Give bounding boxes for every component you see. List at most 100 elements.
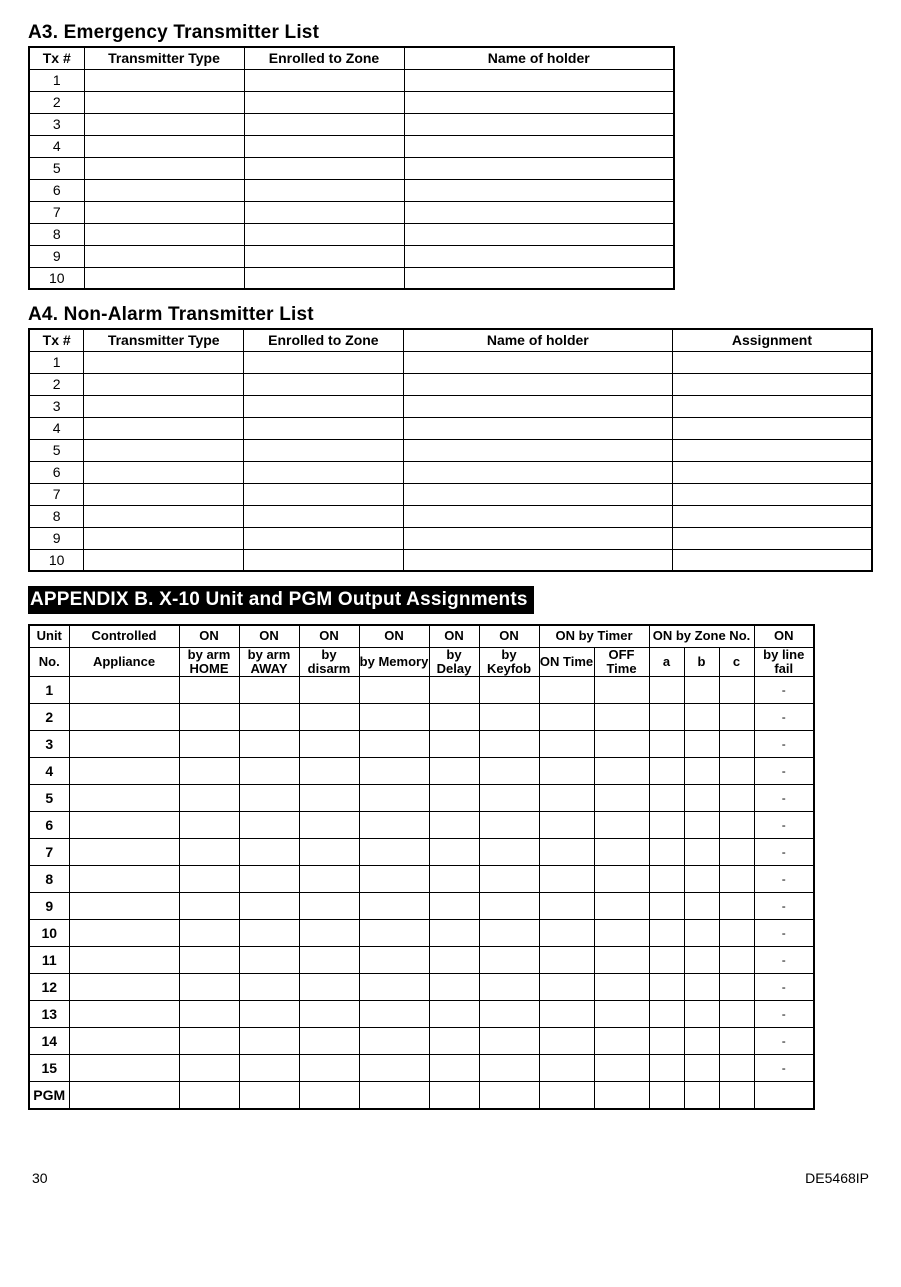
apb-s-c: c: [719, 647, 754, 677]
cell: [684, 704, 719, 731]
cell: [719, 1055, 754, 1082]
cell: [649, 812, 684, 839]
cell: [684, 1028, 719, 1055]
cell: [179, 704, 239, 731]
cell: [179, 812, 239, 839]
cell: [179, 1001, 239, 1028]
apb-s-disarm: by disarm: [299, 647, 359, 677]
cell: [684, 866, 719, 893]
cell: [479, 758, 539, 785]
table-row: 5: [29, 439, 872, 461]
cell: -: [754, 704, 814, 731]
cell: [244, 483, 404, 505]
cell: [719, 785, 754, 812]
row-num: 7: [29, 483, 84, 505]
cell: [69, 1001, 179, 1028]
apb-h-zone: ON by Zone No.: [649, 625, 754, 647]
cell: [69, 1028, 179, 1055]
cell: [429, 1055, 479, 1082]
table-row: 7: [29, 201, 674, 223]
cell: [404, 201, 674, 223]
apb-s-offtime: OFF Time: [594, 647, 649, 677]
cell: [404, 157, 674, 179]
apb-table: Unit Controlled ON ON ON ON ON ON ON by …: [28, 624, 815, 1110]
table-row: 3-: [29, 731, 814, 758]
cell: [649, 947, 684, 974]
a4-header-row: Tx # Transmitter Type Enrolled to Zone N…: [29, 329, 872, 351]
cell: -: [754, 1028, 814, 1055]
cell: [479, 839, 539, 866]
cell: [69, 785, 179, 812]
cell: [239, 974, 299, 1001]
row-num: 4: [29, 417, 84, 439]
cell: [299, 677, 359, 704]
table-row: PGM: [29, 1082, 814, 1109]
cell: [479, 947, 539, 974]
table-row: 1: [29, 69, 674, 91]
cell: -: [754, 1001, 814, 1028]
cell: [239, 758, 299, 785]
cell: [403, 373, 672, 395]
cell: [239, 1028, 299, 1055]
row-num: 5: [29, 785, 69, 812]
table-row: 10-: [29, 920, 814, 947]
cell: [539, 974, 594, 1001]
apb-h-controlled: Controlled: [69, 625, 179, 647]
table-row: 4: [29, 135, 674, 157]
cell: [479, 704, 539, 731]
cell: [594, 974, 649, 1001]
cell: [479, 731, 539, 758]
cell: [359, 920, 429, 947]
cell: [84, 179, 244, 201]
cell: [84, 69, 244, 91]
cell: [539, 1028, 594, 1055]
cell: [754, 1082, 814, 1109]
cell: [244, 201, 404, 223]
cell: [403, 395, 672, 417]
cell: [594, 1082, 649, 1109]
cell: [403, 351, 672, 373]
apb-header-row-2: No. Appliance by arm HOME by arm AWAY by…: [29, 647, 814, 677]
cell: [359, 947, 429, 974]
cell: [299, 1001, 359, 1028]
cell: [179, 947, 239, 974]
cell: [404, 135, 674, 157]
row-num: 3: [29, 731, 69, 758]
row-num: 14: [29, 1028, 69, 1055]
table-row: 2-: [29, 704, 814, 731]
row-num: 2: [29, 373, 84, 395]
apb-s-delay: by Delay: [429, 647, 479, 677]
apb-s-keyfob: by Keyfob: [479, 647, 539, 677]
cell: [429, 704, 479, 731]
table-row: 3: [29, 395, 872, 417]
cell: [179, 893, 239, 920]
apb-h-on5: ON: [429, 625, 479, 647]
cell: [719, 974, 754, 1001]
cell: [299, 704, 359, 731]
apb-s-home: by arm HOME: [179, 647, 239, 677]
cell: [69, 920, 179, 947]
table-row: 10: [29, 549, 872, 571]
table-row: 6-: [29, 812, 814, 839]
cell: [69, 812, 179, 839]
cell: [299, 974, 359, 1001]
apb-h-on3: ON: [299, 625, 359, 647]
row-num: 1: [29, 677, 69, 704]
row-num: 1: [29, 69, 84, 91]
table-row: 2: [29, 91, 674, 113]
cell: -: [754, 893, 814, 920]
cell: -: [754, 812, 814, 839]
a3-table: Tx # Transmitter Type Enrolled to Zone N…: [28, 46, 675, 290]
cell: [594, 785, 649, 812]
a3-h-tx: Tx #: [29, 47, 84, 69]
cell: [719, 1082, 754, 1109]
cell: [594, 1055, 649, 1082]
cell: [479, 785, 539, 812]
cell: [649, 1001, 684, 1028]
cell: [84, 461, 244, 483]
cell: [672, 351, 872, 373]
cell: [239, 1001, 299, 1028]
row-num: 8: [29, 866, 69, 893]
cell: [244, 461, 404, 483]
row-num: 11: [29, 947, 69, 974]
